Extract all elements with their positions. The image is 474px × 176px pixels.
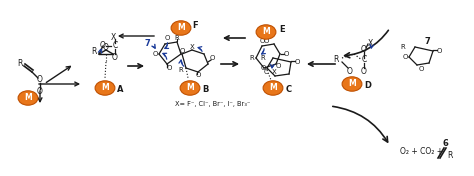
Text: R: R [401, 44, 405, 50]
Text: O: O [260, 65, 266, 71]
Text: O: O [283, 51, 289, 57]
Text: O: O [294, 59, 300, 65]
Text: O: O [361, 67, 367, 76]
Ellipse shape [171, 21, 191, 35]
Text: M: M [24, 93, 32, 102]
Text: R: R [250, 55, 255, 61]
Text: O: O [361, 46, 367, 55]
Text: O: O [179, 48, 185, 54]
Text: C: C [112, 42, 118, 51]
Text: X= F⁻, Cl⁻, Br⁻, I⁻, Br₃⁻: X= F⁻, Cl⁻, Br⁻, I⁻, Br₃⁻ [175, 101, 250, 107]
Text: O: O [37, 76, 43, 84]
Text: X: X [190, 44, 194, 50]
Text: X: X [367, 39, 373, 49]
Text: O: O [164, 35, 170, 41]
Text: O: O [100, 42, 106, 51]
Text: O: O [264, 38, 269, 44]
Text: M: M [348, 80, 356, 89]
Text: O₂ + CO₂ +: O₂ + CO₂ + [400, 146, 443, 156]
Text: D: D [365, 81, 372, 90]
Text: M: M [262, 27, 270, 36]
Text: M: M [186, 83, 194, 93]
Text: O: O [152, 51, 158, 57]
Text: R: R [174, 35, 179, 41]
Text: E: E [279, 26, 285, 34]
Text: C: C [361, 55, 366, 64]
Text: 7: 7 [144, 39, 150, 49]
Text: O: O [259, 38, 264, 44]
Text: M: M [269, 83, 277, 93]
Text: A: A [117, 86, 123, 95]
Text: R: R [447, 152, 453, 161]
Text: M: M [101, 83, 109, 93]
Text: C: C [286, 86, 292, 95]
Text: O: O [347, 68, 353, 77]
Text: R: R [91, 48, 97, 56]
Text: O: O [402, 54, 408, 60]
Text: R: R [261, 55, 265, 61]
Text: X: X [110, 33, 116, 42]
Text: C: C [264, 69, 268, 75]
Text: O: O [275, 63, 281, 69]
Text: O: O [37, 87, 43, 96]
Text: R: R [18, 59, 23, 68]
Text: O: O [419, 66, 424, 72]
Ellipse shape [95, 81, 115, 95]
Text: R: R [333, 55, 339, 64]
Text: O: O [195, 72, 201, 78]
Text: O: O [103, 42, 109, 52]
Text: X: X [272, 69, 276, 75]
Text: B: B [202, 86, 208, 95]
Text: O: O [166, 65, 172, 71]
Ellipse shape [18, 91, 38, 105]
Text: 6: 6 [442, 140, 448, 149]
Text: O: O [210, 55, 215, 61]
Text: F: F [192, 21, 198, 30]
Text: 7: 7 [424, 36, 430, 46]
Ellipse shape [180, 81, 200, 95]
Text: M: M [177, 24, 185, 33]
Ellipse shape [263, 81, 283, 95]
Text: O: O [436, 48, 442, 54]
Text: O: O [112, 52, 118, 61]
Text: R: R [179, 67, 183, 73]
Ellipse shape [342, 77, 362, 91]
Ellipse shape [256, 25, 276, 39]
